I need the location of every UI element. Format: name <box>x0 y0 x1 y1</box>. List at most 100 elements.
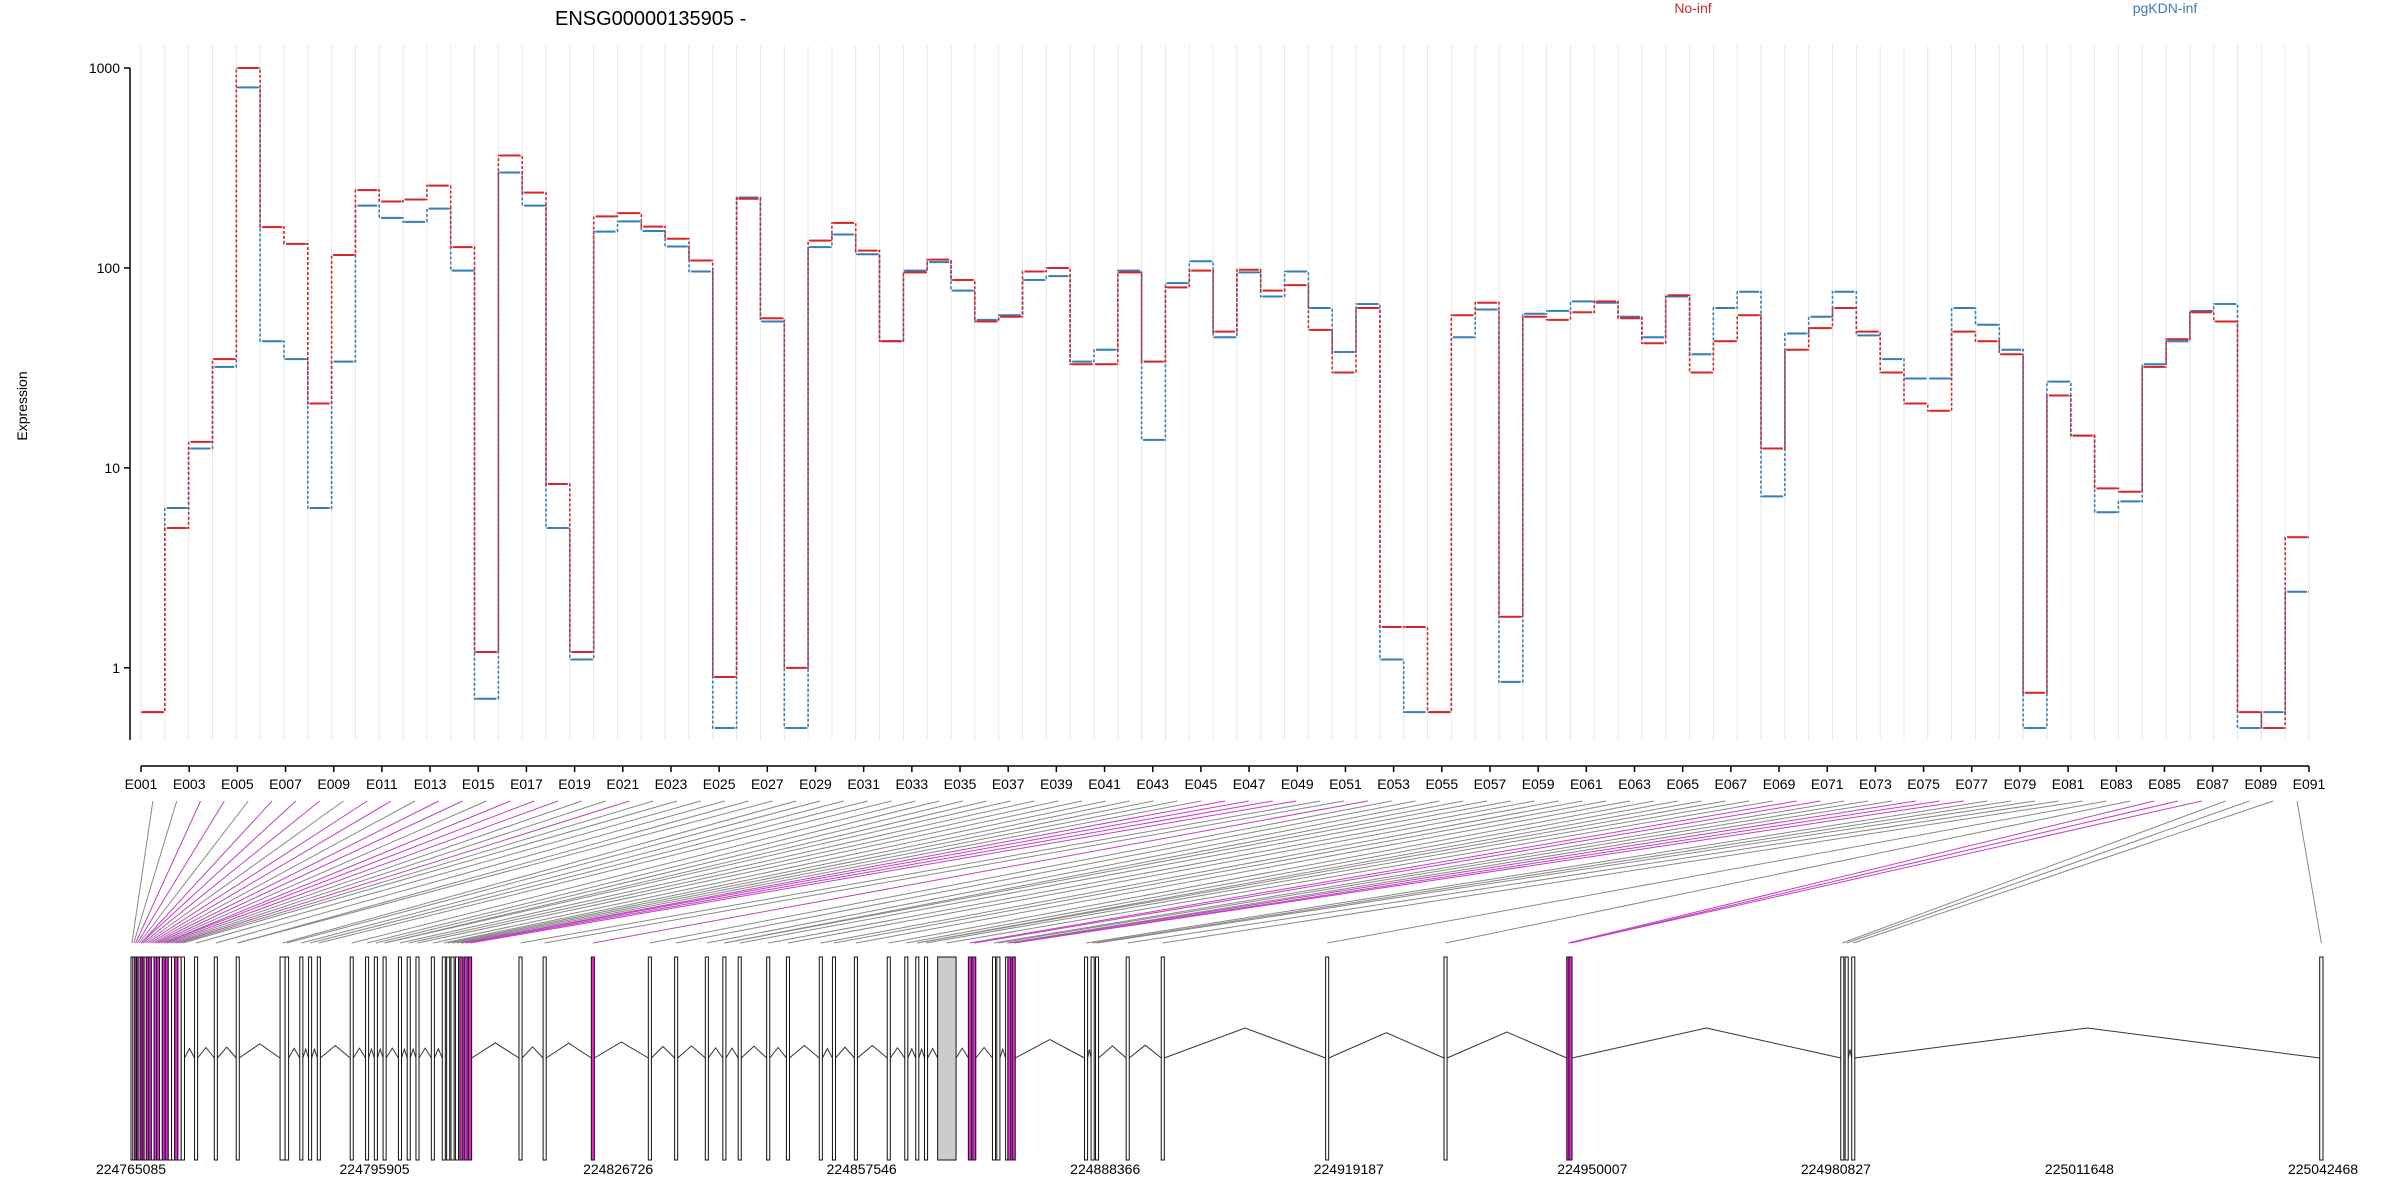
exon-box <box>284 956 290 1161</box>
exon-connector <box>724 800 1464 944</box>
exon-connector <box>739 800 1511 944</box>
exon-box <box>1325 956 1330 1161</box>
exon-connector <box>286 800 821 944</box>
x-tick-label: E007 <box>269 776 302 792</box>
exon-connector <box>140 800 297 944</box>
exon-box <box>382 956 387 1161</box>
exon-box <box>316 956 321 1161</box>
exon-box <box>1160 956 1165 1161</box>
exon-connector <box>1842 800 2226 944</box>
x-tick-label: E013 <box>414 776 447 792</box>
coordinate-label: 224950007 <box>1557 1161 1627 1177</box>
coordinate-label: 224795905 <box>340 1161 410 1177</box>
x-tick-label: E027 <box>751 776 784 792</box>
intron-line <box>352 1047 366 1059</box>
exon-box <box>996 956 1001 1161</box>
exon-connector <box>166 800 559 944</box>
intron-line <box>769 1046 787 1059</box>
exon-connector <box>144 800 344 944</box>
intron-line <box>821 1047 833 1059</box>
exon-connector <box>152 800 416 944</box>
exon-connector <box>195 800 702 944</box>
intron-line <box>725 1047 739 1059</box>
exon-connector <box>384 800 987 944</box>
x-tick-label: E017 <box>510 776 543 792</box>
exon-connector <box>820 800 1583 944</box>
intron-line <box>385 1047 399 1059</box>
exon-box <box>213 956 218 1161</box>
x-tick-label: E073 <box>1859 776 1892 792</box>
exon-box <box>415 956 420 1161</box>
exon-connector <box>787 800 1559 944</box>
exon-connector <box>157 800 463 944</box>
intron-line <box>857 1044 888 1059</box>
exon-connector <box>1568 800 2155 944</box>
exon-box <box>373 956 378 1161</box>
exon-connector <box>417 800 1083 944</box>
exon-connector <box>544 800 1345 944</box>
exon-connector <box>1846 800 2250 944</box>
x-tick-label: E039 <box>1040 776 1073 792</box>
intron-line <box>1328 1032 1445 1059</box>
exon-connector <box>1853 800 2274 944</box>
exon-connector <box>465 800 1273 944</box>
intron-line <box>184 1047 196 1059</box>
exon-connector <box>301 800 844 944</box>
intron-line <box>1087 1049 1092 1059</box>
exon-connector <box>969 800 1797 944</box>
x-tick-label: E079 <box>2004 776 2037 792</box>
x-tick-label: E063 <box>1618 776 1651 792</box>
exon-box <box>991 956 997 1161</box>
legend: No-inf pgKDN-inf <box>1674 0 2197 16</box>
y-tick-label: 1 <box>112 660 120 676</box>
x-axis: E001 E003 E005 E007 E009 E011 E013 E015 E017 E019… <box>125 765 2326 792</box>
x-tick-label: E067 <box>1715 776 1748 792</box>
exon-connector <box>855 800 1631 944</box>
exon-connector <box>432 800 1106 944</box>
intron-line <box>1847 1049 1853 1059</box>
exon-box <box>1840 956 1845 1161</box>
exon-box <box>1568 956 1573 1161</box>
gene-model-track <box>130 956 2324 1161</box>
intron-line <box>1854 1027 2320 1059</box>
series-lines <box>141 67 2309 729</box>
intron-line <box>197 1046 215 1059</box>
intron-line <box>999 1047 1007 1059</box>
intron-line <box>975 1046 993 1059</box>
x-tick-label: E003 <box>173 776 206 792</box>
legend-item: No-inf <box>1674 0 1711 16</box>
x-tick-label: E011 <box>366 776 398 792</box>
exon-connector <box>172 800 606 944</box>
exon-connector <box>706 800 1440 944</box>
y-axis-label: Expression <box>14 371 30 440</box>
exon-box <box>459 956 464 1161</box>
intron-line <box>320 1044 351 1059</box>
x-tick-label: E051 <box>1329 776 1362 792</box>
exon-connector <box>443 800 1130 944</box>
x-tick-label: E025 <box>703 776 736 792</box>
exon-box <box>924 956 929 1161</box>
exon-connector <box>2296 800 2322 944</box>
exon-box <box>590 956 595 1161</box>
exon-box <box>468 956 473 1161</box>
intron-line <box>376 1047 384 1059</box>
coordinate-label: 224857546 <box>827 1161 897 1177</box>
exon-box <box>1007 956 1012 1161</box>
x-tick-label: E045 <box>1185 776 1218 792</box>
x-tick-label: E005 <box>221 776 254 792</box>
exon-connector <box>1009 800 1916 944</box>
exon-connector <box>1007 800 1893 944</box>
exon-connector <box>1092 800 2012 944</box>
exon-box <box>915 956 920 1161</box>
exon-connector <box>452 800 1178 944</box>
exon-box <box>406 956 411 1161</box>
y-tick-label: 100 <box>97 260 121 276</box>
exon-box <box>853 956 858 1161</box>
exon-connector <box>237 800 749 944</box>
x-tick-label: E019 <box>558 776 591 792</box>
exon-connector <box>888 800 1654 944</box>
exon-box <box>518 956 523 1161</box>
exon-connector <box>149 800 392 944</box>
intron-line <box>433 1047 443 1059</box>
exon-connector <box>140 800 273 944</box>
